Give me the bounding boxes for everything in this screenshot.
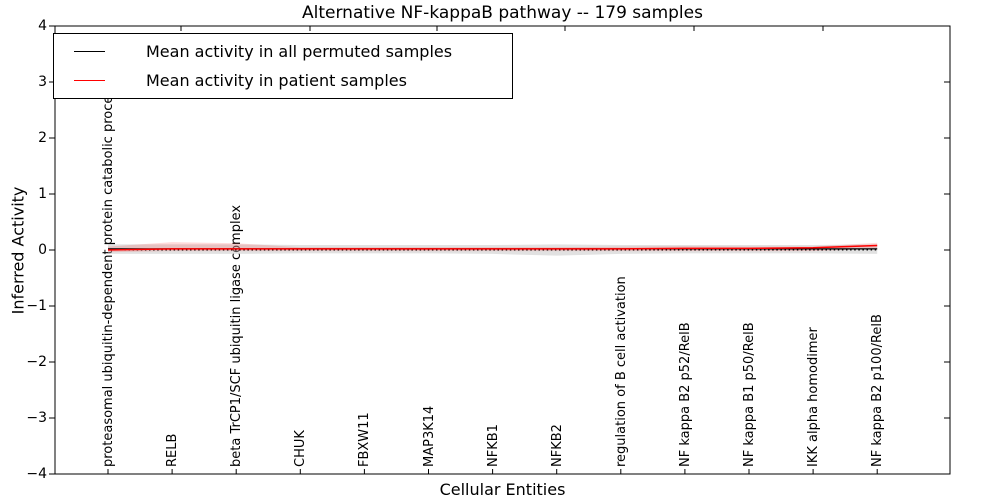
legend-label: Mean activity in patient samples — [146, 71, 407, 90]
chart-title: Alternative NF-kappaB pathway -- 179 sam… — [302, 3, 703, 23]
x-axis-label: Cellular Entities — [439, 480, 566, 499]
x-tick-label: NF kappa B1 p50/RelB — [742, 322, 757, 467]
y-tick-label: 1 — [38, 186, 47, 202]
x-tick-label: IKK alpha homodimer — [806, 327, 822, 467]
y-tick-label: 4 — [38, 18, 47, 34]
x-tick-label: beta TrCP1/SCF ubiquitin ligase complex — [229, 204, 245, 467]
legend: Mean activity in all permuted samples Me… — [53, 33, 513, 99]
x-tick-label: NFKB2 — [549, 424, 565, 467]
y-tick-label: −4 — [26, 466, 47, 482]
x-tick-label: MAP3K14 — [421, 405, 437, 467]
y-tick-label: −1 — [26, 298, 47, 314]
patient-line-sample-icon — [74, 80, 105, 81]
legend-item: Mean activity in patient samples — [54, 70, 512, 92]
permuted-line-sample-icon — [74, 51, 105, 52]
y-tick-label: 0 — [38, 242, 47, 258]
x-tick-label: FBXW11 — [357, 412, 373, 467]
y-tick-label: −3 — [26, 410, 47, 426]
x-tick-label: RELB — [165, 433, 181, 467]
series-line-1 — [107, 244, 878, 251]
x-tick-label: NF kappa B2 p52/RelB — [677, 322, 693, 467]
y-tick-label: 3 — [38, 74, 47, 90]
x-tick-label: proteasomal ubiquitin-dependent protein … — [101, 82, 116, 467]
x-tick-label: CHUK — [293, 430, 309, 467]
permuted-samples-range-band — [108, 244, 878, 256]
patient-samples-range-band — [108, 242, 878, 253]
y-axis-label: Inferred Activity — [8, 186, 28, 315]
legend-item: Mean activity in all permuted samples — [54, 41, 512, 63]
legend-label: Mean activity in all permuted samples — [146, 42, 453, 61]
y-tick-label: −2 — [26, 354, 47, 370]
x-tick-label: NF kappa B2 p100/RelB — [870, 314, 886, 467]
y-tick-label: 2 — [38, 130, 47, 146]
x-tick-label: regulation of B cell activation — [613, 276, 629, 467]
x-tick-label: NFKB1 — [485, 424, 501, 467]
